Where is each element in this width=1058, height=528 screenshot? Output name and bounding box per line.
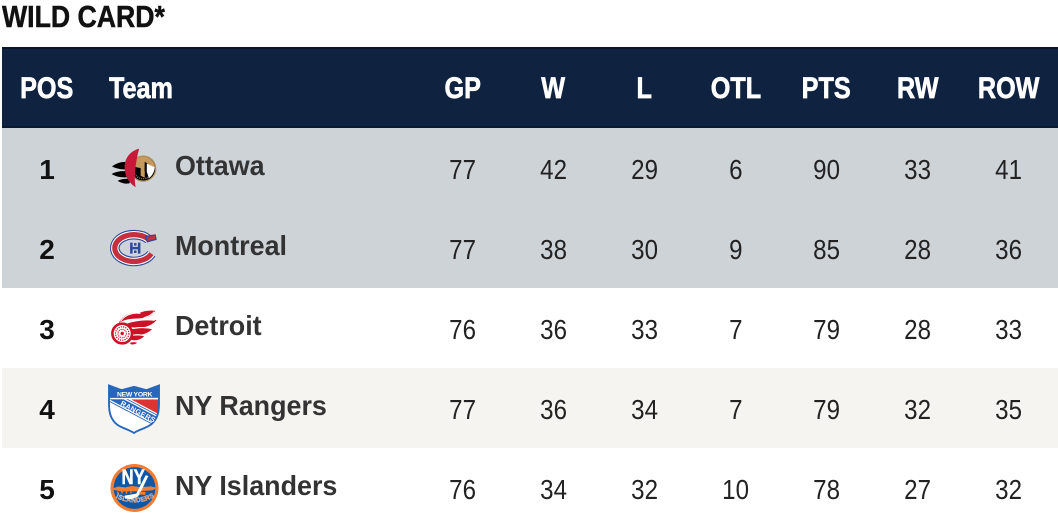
svg-text:NEW YORK: NEW YORK (116, 391, 152, 398)
svg-text:NY: NY (121, 466, 144, 489)
